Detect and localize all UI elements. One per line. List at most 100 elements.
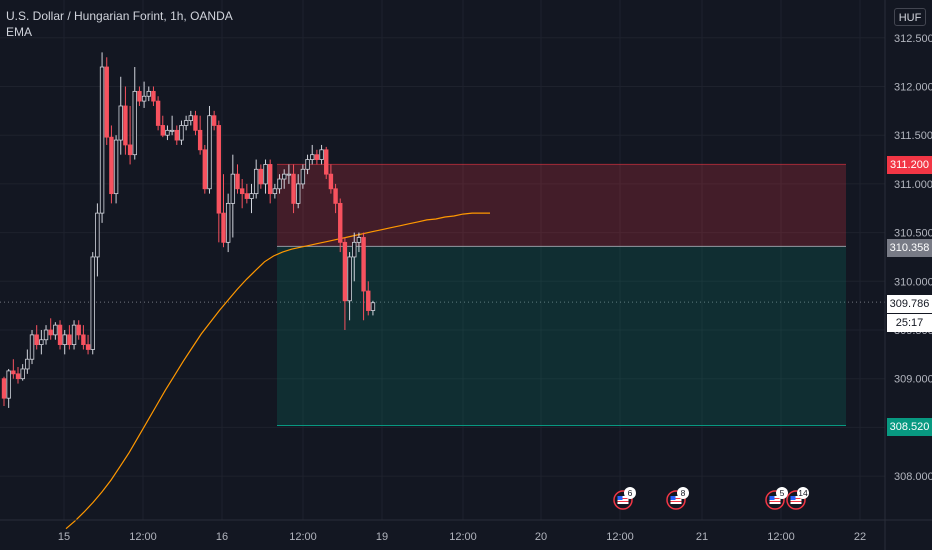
price-axis[interactable]: 308.000308.500309.000309.500310.000310.5… (884, 0, 932, 550)
candle-body (99, 66, 105, 214)
candle-body (207, 115, 212, 190)
candle-body (239, 188, 245, 195)
event-count-badge (624, 487, 636, 499)
candle-body (127, 144, 133, 156)
price-tick-label: 312.500 (894, 33, 932, 45)
price-tick-label: 308.000 (894, 471, 932, 483)
candle-body (286, 173, 292, 176)
candle-body (25, 358, 30, 370)
event-marker[interactable]: 8 (666, 487, 689, 510)
candle-body (155, 100, 161, 126)
candle-body (324, 149, 329, 175)
event-count-badge (677, 487, 689, 499)
stop-price-tag: 311.200 (887, 156, 932, 174)
candle-body (281, 173, 287, 180)
candle-body (342, 241, 348, 302)
event-marker[interactable]: 14 (786, 487, 809, 510)
flag-field (769, 496, 781, 504)
candle-body (356, 237, 362, 243)
currency-label[interactable]: HUF (894, 8, 926, 26)
candle-body (216, 125, 222, 214)
event-count: 5 (780, 488, 785, 498)
candle-body (366, 290, 371, 311)
candle-body (71, 324, 77, 346)
candle-body (197, 129, 203, 151)
candle-body (193, 115, 198, 131)
candle-body (319, 149, 324, 160)
price-tick-label: 310.500 (894, 228, 932, 240)
candle-body (347, 256, 352, 302)
price-tick-label: 312.000 (894, 82, 932, 94)
candle-body (104, 66, 109, 138)
entry-price-tag: 310.358 (887, 239, 932, 257)
candle-body (267, 164, 273, 195)
flag-field (670, 496, 682, 504)
candle-body (370, 302, 376, 311)
flag-canton (769, 496, 775, 500)
candle-body (141, 95, 147, 102)
time-tick-label: 21 (696, 531, 708, 543)
candle-body (20, 368, 25, 380)
candle-body (53, 324, 58, 336)
take-profit-zone[interactable] (277, 246, 846, 426)
candle-body (263, 164, 268, 185)
candle-body (296, 183, 301, 204)
time-tick-label: 12:00 (767, 531, 795, 543)
time-axis[interactable]: 15 12:00 16 12:00 19 12:00 20 12:00 21 12:00 22 (0, 519, 932, 543)
candle-body (188, 115, 193, 121)
candle-body (137, 90, 142, 102)
candle-series (1, 52, 376, 408)
candle-body (183, 120, 189, 126)
candle-body (352, 241, 357, 258)
candle-body (67, 334, 72, 346)
event-count-badge (797, 487, 809, 499)
candle-body (169, 129, 175, 132)
event-count-badge (776, 487, 788, 499)
symbol-title[interactable]: U.S. Dollar / Hungarian Forint, 1h, OAND… (6, 9, 233, 23)
candle-body (43, 329, 49, 341)
candle-body (29, 334, 35, 360)
candle-body (34, 334, 39, 346)
ema-line (65, 212, 490, 530)
stop-loss-zone[interactable] (277, 164, 846, 247)
candle-body (225, 202, 231, 243)
event-marker[interactable]: 5 (765, 487, 788, 510)
price-tick-label: 310.000 (894, 276, 932, 288)
candle-body (160, 125, 165, 136)
position-zones[interactable] (277, 163, 846, 426)
time-tick-label: 15 (58, 531, 70, 543)
candle-body (1, 378, 7, 399)
chart-legend[interactable]: U.S. Dollar / Hungarian Forint, 1h, OAND… (6, 8, 233, 40)
candle-body (202, 149, 208, 190)
candle-body (277, 178, 282, 190)
candle-body (76, 324, 81, 336)
economic-events[interactable]: 6 8 5 14 (613, 487, 809, 510)
flag-canton (617, 496, 623, 500)
time-tick-label: 19 (376, 531, 388, 543)
flag-field (790, 496, 802, 504)
price-tick-label: 311.000 (894, 179, 932, 191)
candle-body (310, 154, 315, 160)
candle-body (221, 212, 226, 243)
candle-body (300, 168, 306, 185)
countdown-tag: 25:17 (887, 314, 932, 332)
price-tick-label: 309.000 (894, 374, 932, 386)
indicator-label[interactable]: EMA (6, 25, 33, 39)
time-tick-label: 20 (535, 531, 547, 543)
candle-body (11, 370, 16, 375)
candle-body (338, 202, 343, 243)
candle-body (314, 154, 320, 160)
time-tick-label: 12:00 (606, 531, 634, 543)
event-count: 14 (798, 488, 808, 498)
event-count: 6 (628, 488, 633, 498)
flag-field (617, 496, 629, 504)
candle-body (109, 136, 114, 195)
grid-lines (0, 0, 885, 520)
event-marker[interactable]: 6 (613, 487, 636, 510)
flag-canton (790, 496, 796, 500)
candle-body (179, 125, 184, 141)
candle-body (57, 324, 63, 346)
candle-body (146, 90, 151, 97)
candle-body (113, 139, 119, 195)
